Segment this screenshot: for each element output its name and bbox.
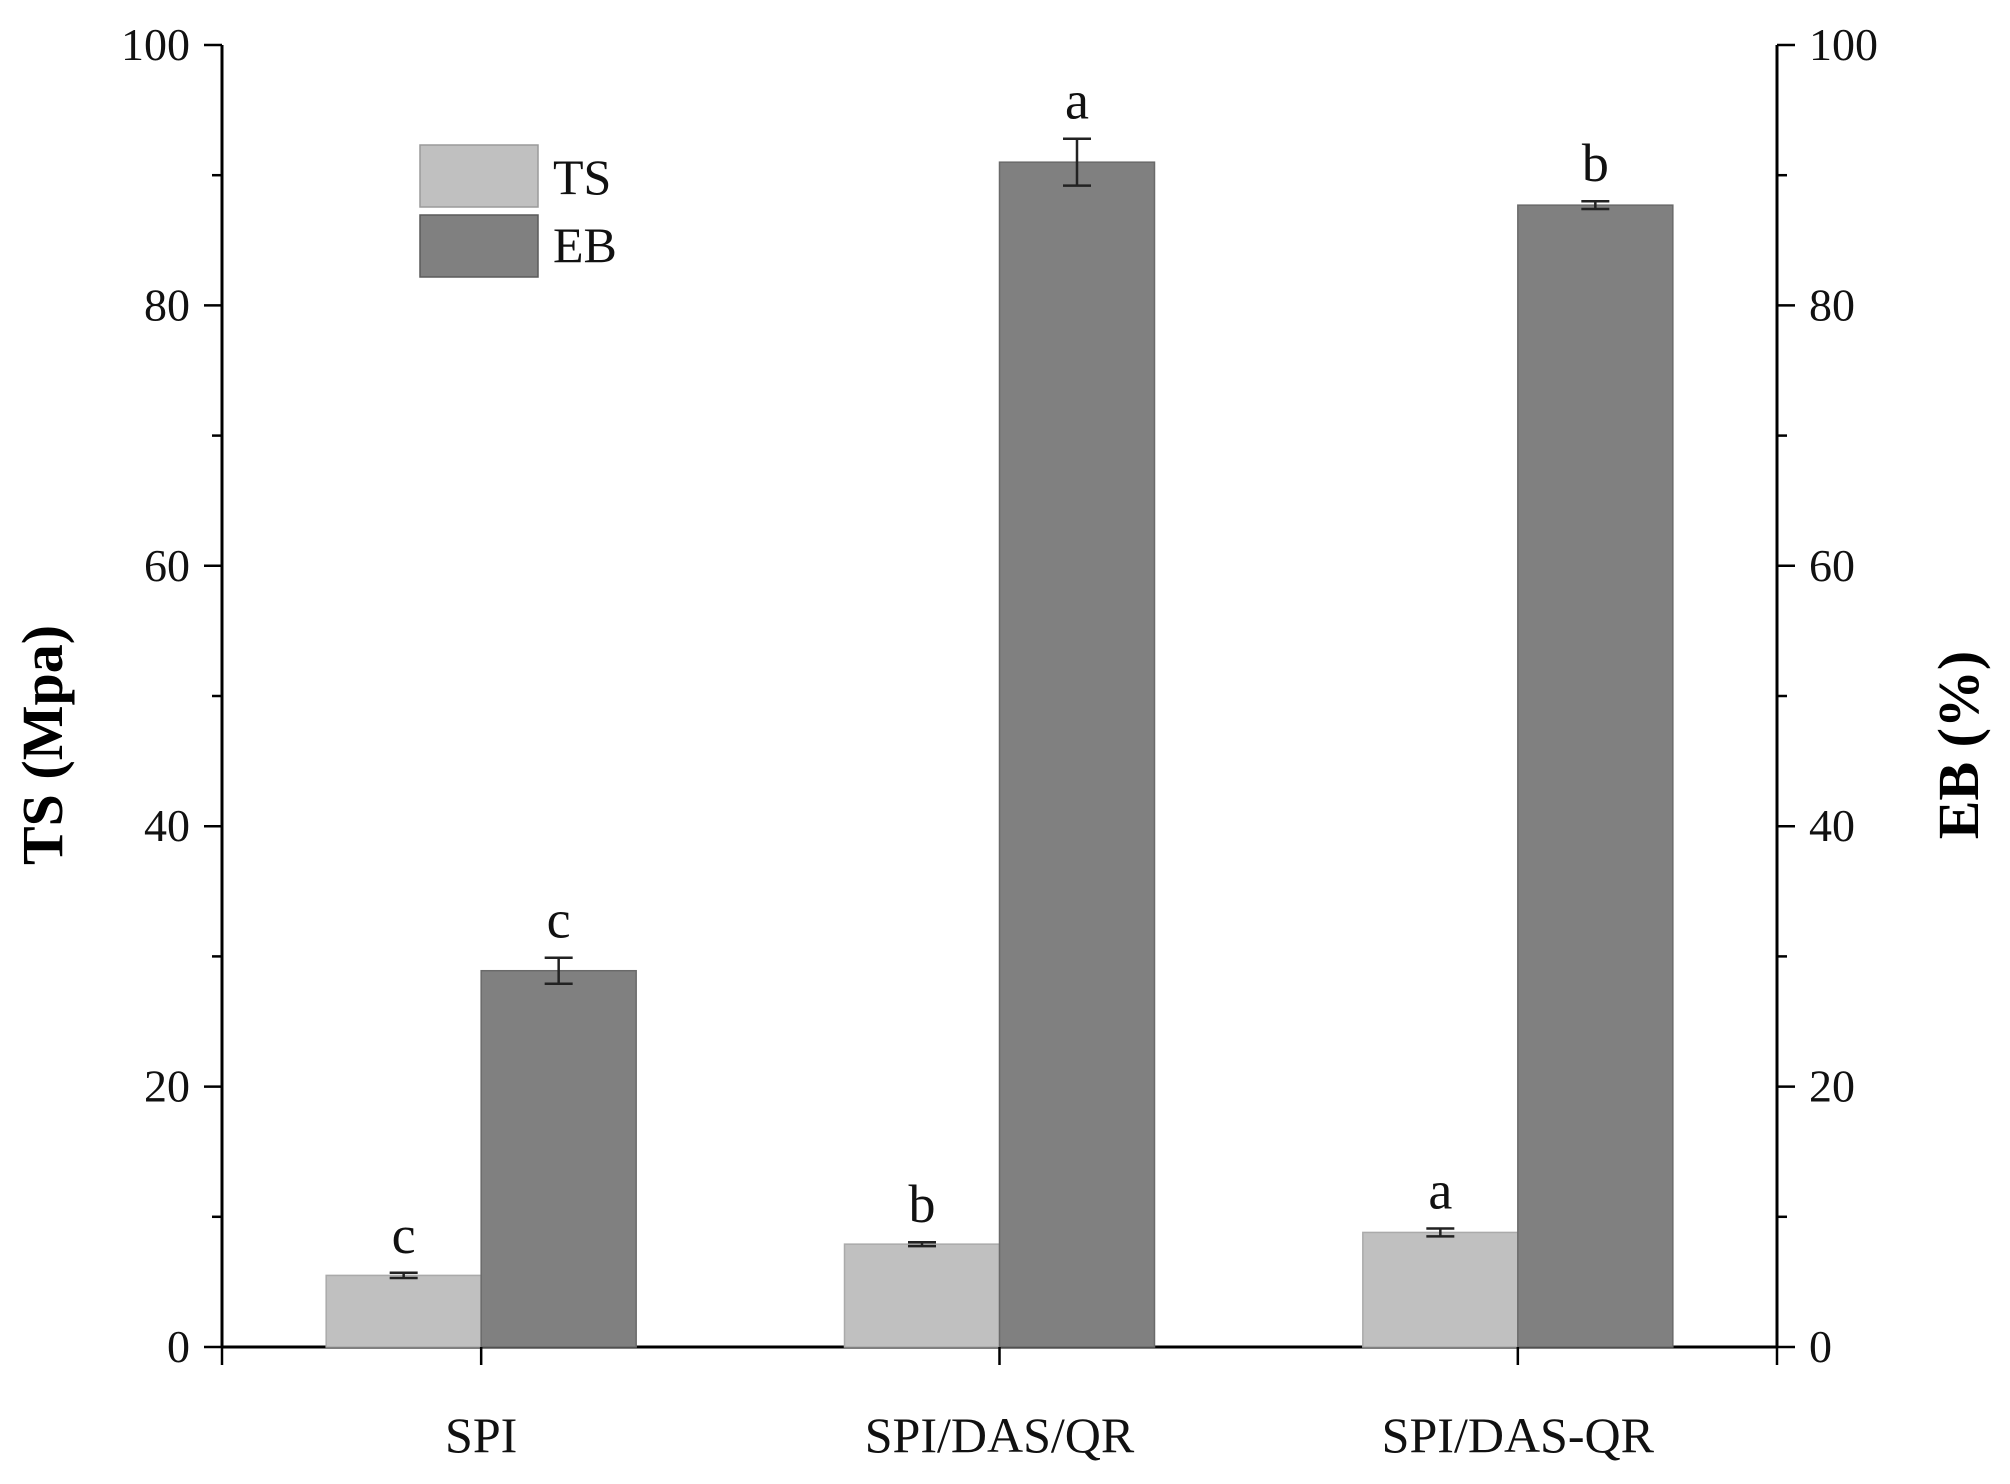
significance-label: a [1428,1161,1452,1221]
y-tick-label-right: 100 [1809,19,1878,70]
bar-ts [843,1243,1001,1348]
significance-label: b [909,1174,936,1234]
bar-eb [998,161,1156,1348]
bar-eb [480,969,637,1348]
error-bars [389,137,1610,1280]
legend-label-eb: EB [553,217,617,273]
significance-labels: c c b a a b [392,71,1609,1265]
significance-label: b [1582,133,1609,193]
legend: TS EB [419,144,617,278]
significance-label: a [1065,71,1089,131]
legend-label-ts: TS [553,149,611,205]
x-tick-label: SPI/DAS/QR [865,1407,1135,1463]
x-tick-label: SPI/DAS-QR [1382,1407,1655,1463]
x-tick-label: SPI [445,1407,517,1463]
legend-swatch-eb [419,214,539,278]
y-tick-label-left: 80 [144,279,190,330]
y-tick-label-left: 60 [144,540,190,591]
y-tick-label-right: 0 [1809,1321,1832,1372]
y-axis-title-right: EB (%) [1926,651,1991,840]
ticks: 0 20 40 60 80 100 0 20 40 60 80 100 SPI SPI/DAS/QR SPI… [121,19,1878,1463]
y-tick-label-right: 60 [1809,540,1855,591]
bar-ts [1362,1231,1519,1348]
y-tick-label-right: 40 [1809,800,1855,851]
legend-swatch-ts [419,144,539,208]
y-axis-title-left: TS (Mpa) [10,625,75,865]
y-tick-label-left: 40 [144,800,190,851]
bar-eb [1517,204,1674,1348]
significance-label: c [392,1205,416,1265]
significance-label: c [547,890,571,950]
bars [325,161,1674,1348]
y-tick-label-right: 80 [1809,279,1855,330]
bar-ts [325,1274,482,1348]
y-tick-label-left: 0 [167,1321,190,1372]
y-tick-label-right: 20 [1809,1061,1855,1112]
y-tick-label-left: 100 [121,19,190,70]
y-tick-label-left: 20 [144,1061,190,1112]
